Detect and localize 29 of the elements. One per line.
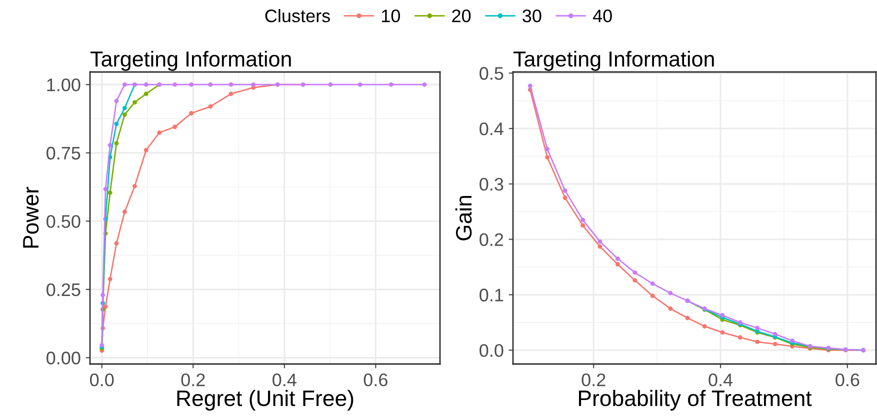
legend-label: 10 <box>382 10 400 22</box>
x-tick-label: 0.6 <box>364 374 388 386</box>
y-tick-label: 0.0 <box>480 344 504 357</box>
x-axis-title: Probability of Treatment <box>578 390 812 411</box>
chart-title: Targeting Information <box>90 50 291 71</box>
y-tick-label: 0.50 <box>46 215 80 228</box>
x-axis-title: Regret (Unit Free) <box>177 390 354 411</box>
legend-label: 20 <box>452 10 471 22</box>
y-tick-label: 0.2 <box>480 233 504 246</box>
x-tick-label: 0.2 <box>582 374 606 386</box>
y-tick-label: 1.00 <box>47 78 80 92</box>
y-tick-label: 0.25 <box>46 283 80 296</box>
y-tick-label: 0.3 <box>480 178 504 191</box>
y-tick-label: 0.5 <box>480 67 504 80</box>
x-tick-label: 0.4 <box>272 374 296 386</box>
y-tick-label: 0.00 <box>46 352 80 364</box>
y-axis-title: Gain <box>455 196 472 240</box>
y-tick-label: 0.4 <box>480 122 504 136</box>
legend-title: Clusters <box>265 9 330 22</box>
y-tick-label: 0.1 <box>480 288 504 302</box>
x-tick-label: 0.6 <box>836 374 860 386</box>
y-axis-title: Power <box>23 186 39 248</box>
chart-title: Targeting Information <box>513 50 714 71</box>
x-tick-label: 0.0 <box>90 374 114 386</box>
x-tick-label: 0.4 <box>708 374 733 386</box>
x-tick-label: 0.2 <box>181 374 205 386</box>
legend-label: 40 <box>592 10 612 22</box>
y-tick-label: 0.75 <box>46 146 80 160</box>
legend-label: 30 <box>522 10 542 22</box>
